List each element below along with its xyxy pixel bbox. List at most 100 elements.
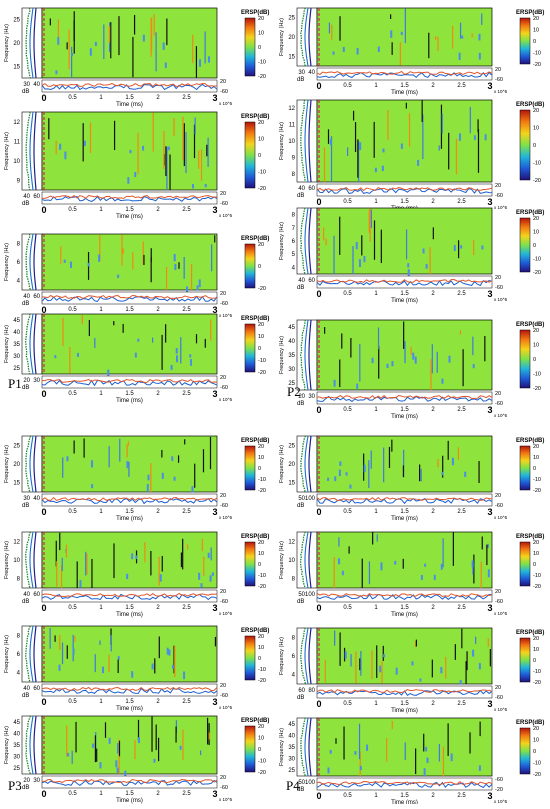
x-tick-label: 3 — [212, 789, 217, 799]
y-tick-label: 8 — [17, 633, 21, 639]
ersp-streak — [391, 720, 393, 730]
colorbar-tick-label: 0 — [258, 264, 261, 270]
ersp-streak — [354, 122, 357, 153]
ersp-streak — [368, 561, 371, 585]
colorbar-title: ERSP(dB) — [241, 236, 269, 242]
x-tick-label: 3 — [212, 205, 217, 215]
ersp-speck — [440, 563, 443, 570]
x-tick-label: 1 — [374, 83, 378, 89]
ersp-speck — [381, 165, 384, 172]
ersp-speck — [71, 53, 74, 57]
ersp-streak — [489, 649, 491, 667]
y-tick-label: 25 — [13, 443, 20, 449]
ersp-streak — [376, 645, 378, 678]
ersp-speck — [363, 256, 366, 263]
y-axis-label: Frequency (Hz) — [4, 132, 10, 170]
y-tick-label: 4 — [292, 265, 296, 271]
x-tick-label: 1.5 — [400, 793, 409, 799]
strip-tick-label: 20 — [495, 493, 501, 499]
ersp-streak — [442, 746, 445, 776]
ersp-streak — [104, 722, 107, 738]
ersp-speck — [379, 665, 382, 673]
ersp-streak — [428, 32, 430, 59]
ersp-streak — [333, 557, 335, 588]
ersp-streak — [175, 720, 178, 733]
colorbar-tick-label: -10 — [533, 761, 541, 767]
ersp-speck — [359, 765, 362, 771]
colorbar-tick-label: 20 — [258, 322, 264, 328]
colorbar — [244, 323, 256, 373]
ersp-speck — [334, 476, 337, 482]
x-tick-label: 2.5 — [457, 509, 466, 515]
y-axis-label: Frequency (Hz) — [4, 243, 10, 281]
colorbar-tick-label: 10 — [533, 28, 539, 34]
x-tick-label: 2 — [156, 509, 160, 515]
ersp-streak — [183, 123, 185, 167]
ersp-streak — [207, 717, 209, 745]
ersp-streak — [169, 154, 171, 190]
ersp-speck — [329, 138, 332, 146]
x-tick-label: 0.5 — [343, 199, 352, 205]
colorbar-tick-label: 10 — [258, 736, 264, 742]
ersp-streak — [48, 118, 50, 140]
x-tick-label: 2 — [431, 83, 435, 89]
ersp-streak — [436, 351, 438, 373]
db-tick-label: 30 — [23, 496, 30, 502]
db-tick-label: 50 — [298, 592, 305, 598]
ersp-speck — [151, 663, 154, 670]
time-course-trace — [316, 395, 493, 403]
x-exponent-label: x 10^5 — [219, 213, 233, 218]
x-tick-label: 3 — [487, 405, 492, 415]
ersp-speck — [79, 580, 82, 588]
db-tick-label: 40 — [298, 186, 305, 192]
ersp-streak — [193, 124, 196, 159]
x-tick-label: 1.5 — [125, 207, 134, 213]
ersp-streak — [158, 636, 160, 659]
colorbar-tick-label: 20 — [258, 242, 264, 248]
ersp-streak — [333, 235, 335, 274]
ersp-speck — [87, 262, 90, 267]
ersp-speck — [440, 666, 443, 674]
time-course-trace — [41, 779, 218, 787]
x-tick-label: 0.5 — [68, 95, 77, 101]
y-tick-label: 35 — [13, 743, 20, 749]
ersp-streak — [65, 544, 68, 558]
spectrum-curve — [33, 715, 37, 775]
ersp-streak — [118, 739, 120, 774]
ersp-speck — [170, 364, 173, 370]
db-tick-label: 100 — [305, 592, 316, 598]
ersp-streak — [49, 628, 51, 649]
y-tick-label: 6 — [17, 260, 21, 266]
strip-tick-label: 20 — [220, 191, 226, 197]
ersp-streak — [83, 438, 85, 458]
x-tick-label: 0.5 — [68, 391, 77, 397]
ersp-streak — [352, 246, 354, 274]
time-course-trace — [41, 83, 218, 91]
ersp-streak — [60, 246, 62, 264]
y-tick-label: 20 — [13, 462, 20, 468]
colorbar-tick-label: 0 — [258, 747, 261, 753]
db-unit-label: dB — [22, 599, 29, 605]
y-axis-label: Frequency (Hz) — [279, 122, 285, 160]
x-tick-label: 1.5 — [125, 95, 134, 101]
spectrum-curve — [304, 531, 309, 589]
ersp-streak — [402, 465, 405, 477]
db-unit-label: dB — [22, 503, 29, 509]
colorbar — [519, 217, 531, 273]
colorbar — [244, 541, 256, 587]
ersp-streak — [166, 146, 168, 190]
ersp-speck — [116, 767, 119, 773]
colorbar-title: ERSP(dB) — [241, 316, 269, 322]
colorbar-tick-label: -10 — [533, 257, 541, 263]
ersp-speck — [472, 649, 475, 657]
db-tick-label: 30 — [308, 394, 315, 400]
time-course-trace — [316, 497, 493, 505]
x-exponent-label: x 10^5 — [219, 313, 233, 318]
colorbar-tick-label: -20 — [533, 178, 541, 184]
ersp-streak — [59, 532, 61, 551]
strip-tick-label: -60 — [220, 693, 228, 699]
